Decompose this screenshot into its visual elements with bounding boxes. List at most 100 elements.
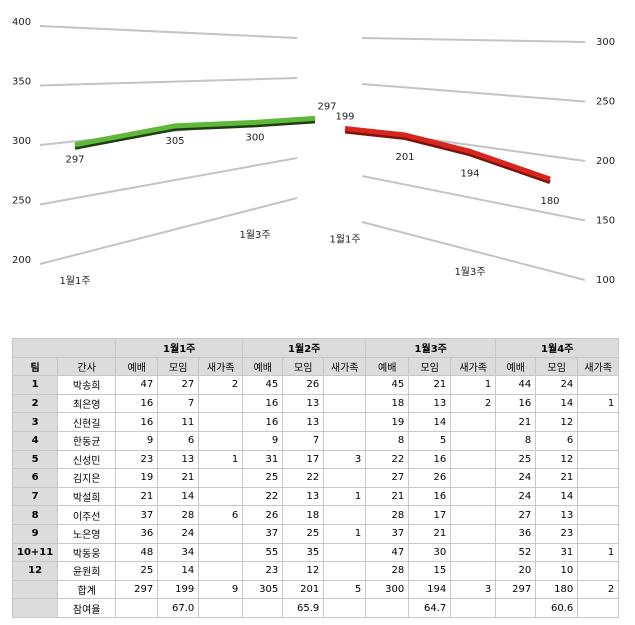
value-cell [198,412,244,432]
value-cell: 15 [408,561,452,581]
table-row: 1월1주 1월2주 1월3주 1월4주 [11,338,620,358]
value-cell: 13 [408,393,452,414]
team-cell: 6 [11,468,59,488]
column-header: 예배 [365,356,410,377]
value-cell: 17 [408,505,452,525]
name-cell: 최은영 [57,393,117,414]
column-header: 예배 [242,356,284,377]
data-label: 305 [165,136,184,147]
value-cell [198,523,244,544]
y-tick-label: 150 [596,216,615,227]
value-cell [450,412,497,432]
y-tick-label: 200 [596,156,615,167]
value-cell: 24 [495,468,537,488]
value-cell: 21 [495,412,537,432]
value-cell: 36 [495,523,537,544]
value-cell [577,430,620,451]
value-cell: 37 [242,523,284,544]
team-cell: 1 [11,375,59,395]
value-cell [323,468,367,488]
table-row: 4 한동균 9 6 9 7 8 5 8 6 [11,430,620,451]
value-cell [323,598,367,618]
value-cell: 31 [242,449,284,470]
name-cell: 신현길 [57,412,117,432]
name-cell: 한동균 [57,430,117,451]
value-cell: 21 [408,523,452,544]
value-cell [495,598,537,618]
value-cell [450,430,497,451]
name-cell: 참여율 [57,598,117,618]
table-row: 9 노은영 36 24 37 25 1 37 21 36 23 [11,523,620,544]
grid-line [361,37,586,43]
column-header: 새가족 [577,356,620,377]
value-cell [198,561,244,581]
value-cell: 17 [282,449,325,470]
value-cell: 45 [365,375,410,395]
week-header: 1월4주 [495,338,620,358]
value-cell: 28 [365,561,410,581]
value-cell: 44 [495,375,537,395]
week-header: 1월1주 [115,338,244,358]
value-cell [323,393,367,414]
data-label: 201 [395,152,414,163]
value-cell: 1 [450,375,497,395]
grid-line [39,157,298,206]
value-cell [577,412,620,432]
value-cell: 9 [242,430,284,451]
y-tick-label: 250 [596,97,615,108]
column-header: 새가족 [323,356,367,377]
table-row: 7 박설희 21 14 22 13 1 21 16 24 14 [11,486,620,507]
value-cell [323,375,367,395]
chart-area: 200 250 300 350 400 1월1주 1월3주 297 305 300 297 100 15… [12,17,615,287]
value-cell: 14 [535,486,579,507]
value-cell: 9 [115,430,159,451]
team-cell: 7 [11,486,59,507]
value-cell: 31 [535,542,579,563]
value-cell: 14 [408,412,452,432]
value-cell [242,598,284,618]
value-cell: 21 [535,468,579,488]
value-cell [577,375,620,395]
value-cell: 16 [242,393,284,414]
value-cell: 27 [495,505,537,525]
value-cell [323,542,367,563]
column-header: 예배 [495,356,537,377]
data-label: 300 [245,132,264,143]
table-row: 2 최은영 16 7 16 13 18 13 2 16 14 1 [11,393,620,414]
value-cell [198,393,244,414]
value-cell [323,561,367,581]
value-cell: 26 [282,375,325,395]
table-row: 10+11 박동웅 48 34 55 35 47 30 52 31 1 [11,542,620,563]
name-cell: 박동웅 [57,542,117,563]
value-cell: 180 [535,579,579,600]
grid-line [39,77,298,87]
y-tick-label: 300 [12,136,31,147]
column-header: 예배 [115,356,159,377]
name-cell: 합계 [57,579,117,600]
value-cell [198,430,244,451]
value-cell [450,505,497,525]
value-cell: 23 [115,449,159,470]
value-cell: 16 [408,486,452,507]
value-cell: 47 [365,542,410,563]
value-cell: 67.0 [157,598,200,618]
team-cell: 3 [11,412,59,432]
name-cell: 이주선 [57,505,117,525]
data-table: 1월1주 1월2주 1월3주 1월4주 팀 간사 예배 모임 새가족 예배 모임 새가족 예배 모임 새가족… [11,338,620,618]
column-header: 모임 [408,356,452,377]
team-cell: 5 [11,449,59,470]
value-cell: 8 [365,430,410,451]
y-tick-label: 350 [12,77,31,88]
column-header: 새가족 [198,356,244,377]
value-cell: 14 [157,486,200,507]
value-cell: 12 [282,561,325,581]
name-cell: 노은영 [57,523,117,544]
value-cell [198,486,244,507]
value-cell: 22 [242,486,284,507]
value-cell: 48 [115,542,159,563]
empty-header [11,338,117,358]
value-cell: 55 [242,542,284,563]
value-cell: 18 [365,393,410,414]
column-header: 새가족 [450,356,497,377]
value-cell: 9 [198,579,244,600]
